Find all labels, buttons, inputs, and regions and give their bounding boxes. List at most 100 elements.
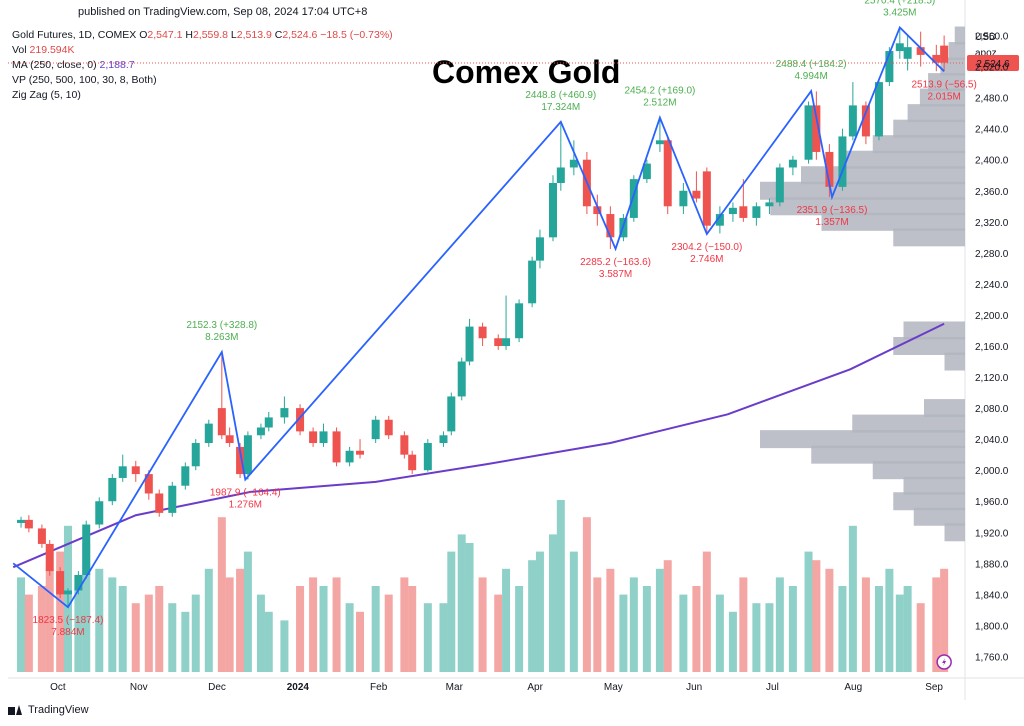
volume-bar: [663, 560, 672, 672]
candle-body: [679, 190, 688, 207]
candle-body: [423, 443, 432, 471]
currency-label: USD: [975, 32, 997, 43]
volume-bar: [895, 594, 904, 672]
volume-profile-bar: [919, 88, 965, 107]
zigzag-pivot-volume: 1.276M: [229, 500, 262, 511]
candle-body: [225, 435, 234, 444]
volume-bar: [256, 594, 265, 672]
lightning-icon-bolt: [942, 658, 947, 666]
candle-body: [131, 466, 140, 475]
footer-brand: TradingView: [8, 704, 89, 716]
zigzag-pivot-label: 2488.4 (+184.2): [776, 59, 847, 70]
volume-bar: [131, 603, 140, 672]
candle-body: [204, 423, 213, 444]
volume-bar: [494, 594, 503, 672]
volume-bar: [319, 586, 328, 672]
volume-bar: [243, 551, 252, 672]
volume-bar: [619, 594, 628, 672]
currency-selector[interactable]: USD apoz: [975, 30, 997, 62]
candle-body: [494, 338, 503, 346]
volume-profile-bar: [948, 42, 965, 61]
volume-bar: [168, 603, 177, 672]
candle-body: [439, 435, 448, 444]
volume-bar: [155, 586, 164, 672]
volume-bar: [582, 517, 591, 672]
unit-label: apoz: [975, 48, 997, 59]
price-axis-tick: 2,320.0: [975, 218, 1009, 229]
volume-profile-bar: [954, 26, 965, 45]
volume-bar: [702, 551, 711, 672]
zigzag-line: [12, 25, 945, 609]
volume-bar: [556, 500, 565, 672]
legend-ohlc-row: Gold Futures, 1D, COMEX O2,547.1 H2,559.…: [12, 28, 393, 43]
candle-body: [916, 47, 925, 55]
volume-bar: [642, 586, 651, 672]
candle-body: [108, 477, 117, 502]
volume-bar: [535, 551, 544, 672]
volume-bar: [17, 577, 26, 672]
zigzag-pivot-label: 1823.5 (−187.4): [33, 615, 104, 626]
zigzag-pivot-label: 2454.2 (+169.0): [624, 86, 695, 97]
time-axis-tick: Nov: [130, 682, 148, 693]
candle-body: [932, 54, 941, 63]
price-axis-tick: 1,880.0: [975, 559, 1009, 570]
volume-profile-bar: [760, 430, 965, 449]
legend-symbol: Gold Futures, 1D, COMEX: [12, 29, 137, 41]
price-axis-tick: 1,920.0: [975, 528, 1009, 539]
legend-h-label: H: [185, 29, 193, 41]
candle-body: [848, 105, 857, 137]
candle-body: [264, 417, 273, 428]
candle-body: [629, 179, 638, 218]
legend-o-label: O: [139, 29, 148, 41]
candle-body: [24, 519, 33, 529]
volume-bar: [752, 603, 761, 672]
volume-bar: [606, 568, 615, 672]
volume-bar: [903, 586, 912, 672]
candle-body: [447, 396, 456, 432]
zigzag-pivot-volume: 2.746M: [690, 254, 723, 265]
zigzag-pivot-label: 2570.4 (+218.5): [864, 0, 935, 6]
candle-body: [256, 427, 265, 436]
time-axis-tick: May: [604, 682, 623, 693]
volume-bar: [356, 611, 365, 672]
volume-bar: [940, 568, 949, 672]
volume-profile-bar: [760, 181, 965, 200]
candle-body: [118, 466, 127, 478]
published-note: published on TradingView.com, Sep 08, 20…: [78, 6, 368, 18]
zigzag-pivot-label: 2351.9 (−136.5): [797, 205, 868, 216]
candle-body: [655, 140, 664, 145]
price-axis-tick: 2,160.0: [975, 342, 1009, 353]
price-axis-tick: 2,200.0: [975, 311, 1009, 322]
time-axis-tick: Jun: [686, 682, 702, 693]
candle-body: [838, 136, 847, 187]
volume-profile-bar: [907, 104, 965, 123]
volume-bar: [217, 517, 226, 672]
volume-profile-bar: [872, 461, 965, 480]
candle-body: [874, 82, 883, 137]
chart-title: Comex Gold: [432, 54, 621, 90]
candle-body: [528, 260, 537, 304]
volume-bar: [593, 577, 602, 672]
legend-change: −18.5 (−0.73%): [320, 29, 393, 41]
candle-body: [569, 159, 578, 168]
tradingview-logo-icon: [8, 705, 22, 715]
volume-bar: [715, 594, 724, 672]
volume-bar: [423, 603, 432, 672]
volume-profile-bar: [842, 150, 965, 169]
candle-body: [940, 45, 949, 63]
volume-bar: [384, 594, 393, 672]
time-axis-tick: Dec: [208, 682, 226, 693]
candle-body: [243, 435, 252, 475]
candle-body: [775, 167, 784, 203]
legend-vol-value: 219.594K: [29, 44, 75, 56]
candle-body: [371, 419, 380, 440]
legend-o-value: 2,547.1: [147, 29, 183, 41]
volume-profile-bar: [821, 212, 965, 231]
volume-bar: [848, 525, 857, 672]
volume-bar: [439, 603, 448, 672]
price-axis-tick: 1,840.0: [975, 590, 1009, 601]
price-axis-tick: 1,760.0: [975, 652, 1009, 663]
volume-bar: [629, 577, 638, 672]
time-axis-tick: Aug: [844, 682, 862, 693]
